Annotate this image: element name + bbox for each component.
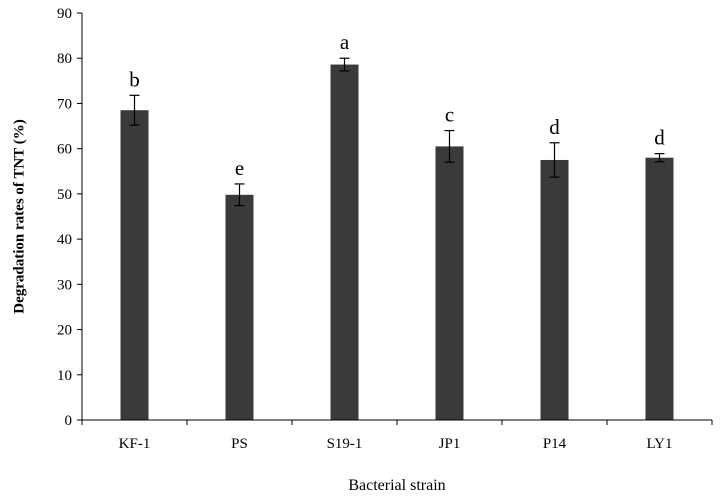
category-label: LY1 (647, 436, 673, 452)
y-tick-label: 50 (57, 187, 72, 203)
x-axis-ticks: KF-1 PS S19-1 JP1 P14 LY1 (81, 420, 713, 452)
significance-letter: c (445, 103, 454, 127)
y-tick-label: 30 (57, 277, 72, 293)
significance-letter: d (654, 126, 665, 150)
bar-p14 (540, 159, 569, 420)
y-tick-label: 40 (57, 232, 72, 248)
bar-jp1 (435, 146, 464, 420)
significance-letter: a (340, 30, 350, 54)
category-label: S19-1 (327, 436, 363, 452)
error-bars (129, 57, 665, 207)
bar-ps (225, 194, 254, 420)
y-axis-title: Degradation rates of TNT (%) (11, 119, 27, 313)
bars (120, 64, 674, 420)
bar-ly1 (645, 157, 674, 420)
significance-letter: d (549, 115, 560, 139)
category-label: PS (231, 436, 248, 452)
y-tick-label: 10 (57, 368, 72, 384)
bar-s19-1 (330, 64, 359, 420)
y-tick-label: 80 (57, 51, 72, 67)
y-axis-ticks: 0 10 20 30 40 50 60 70 80 90 (57, 6, 82, 429)
bar-kf-1 (120, 110, 149, 420)
significance-labels: b e a c d d (129, 30, 665, 180)
category-label: KF-1 (119, 436, 151, 452)
y-tick-label: 70 (57, 96, 72, 112)
x-axis-title: Bacterial strain (348, 477, 445, 494)
significance-letter: e (235, 156, 244, 180)
significance-letter: b (129, 67, 140, 91)
y-tick-label: 20 (57, 323, 72, 339)
category-label: JP1 (439, 436, 461, 452)
y-tick-label: 60 (57, 142, 72, 158)
y-tick-label: 0 (65, 413, 73, 429)
category-label: P14 (543, 436, 567, 452)
y-tick-label: 90 (57, 6, 72, 22)
